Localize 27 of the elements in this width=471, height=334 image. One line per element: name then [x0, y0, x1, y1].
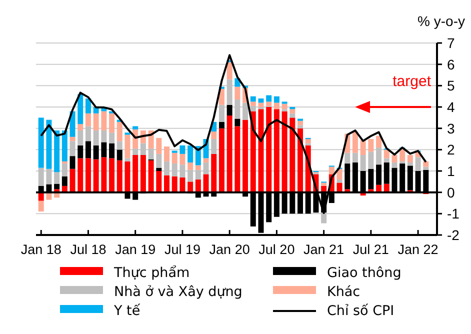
x-tick-label: Jan 21 — [304, 242, 344, 257]
ref-line-label: target — [392, 73, 432, 90]
x-tick-label: Jan 18 — [20, 242, 62, 257]
legend-label: Nhà ở và Xây dựng — [114, 284, 242, 300]
y-tick-label: 1 — [447, 163, 455, 179]
legend-label: Giao thông — [327, 265, 402, 281]
legend-label: Thực phẩm — [113, 265, 190, 281]
x-tick-label: Jul 20 — [258, 242, 295, 257]
y-tick-label: -2 — [447, 227, 460, 243]
x-tick-label: Jul 18 — [70, 242, 106, 257]
legend-label: Khác — [327, 284, 360, 300]
y-tick-label: 5 — [447, 78, 455, 94]
y-tick-label: 7 — [447, 35, 455, 51]
y-tick-label: 6 — [447, 56, 455, 72]
y-axis-title: % y-o-y — [418, 13, 465, 29]
y-tick-label: 0 — [447, 184, 455, 200]
legend-label: Y tế — [113, 303, 141, 319]
y-tick-label: 2 — [447, 142, 455, 158]
y-tick-label: 3 — [447, 120, 455, 136]
x-tick-label: Jul 21 — [352, 242, 389, 257]
y-tick-label: 4 — [447, 99, 455, 115]
x-tick-label: Jul 19 — [164, 242, 200, 257]
legend-label: Chỉ số CPI — [327, 303, 394, 319]
x-tick-label: Jan 22 — [398, 242, 438, 257]
y-tick-label: -1 — [447, 206, 460, 222]
x-tick-label: Jan 20 — [209, 242, 250, 257]
x-tick-label: Jan 19 — [115, 242, 156, 257]
